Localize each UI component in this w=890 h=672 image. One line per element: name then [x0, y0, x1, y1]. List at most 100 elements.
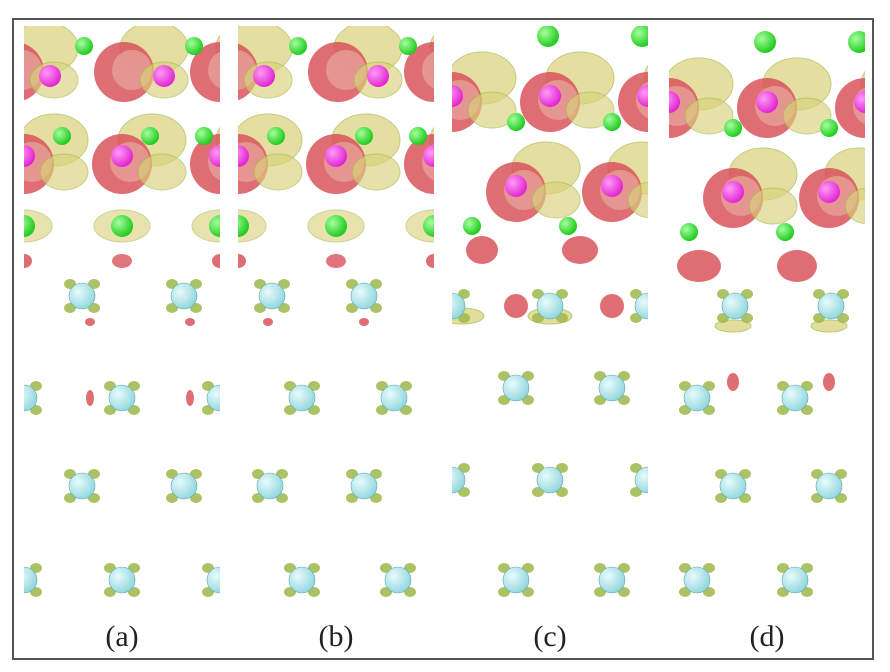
anion-atom: [111, 215, 133, 237]
depletion-isosurface: [466, 236, 498, 264]
substrate-atom: [350, 472, 378, 500]
anion-atom: [24, 215, 35, 237]
panel-b-label: (b): [318, 620, 354, 653]
anion-atom: [631, 26, 648, 47]
cation-atom: [325, 145, 347, 167]
substrate-atom: [781, 566, 809, 594]
cation-atom: [111, 145, 133, 167]
anion-atom: [680, 223, 698, 241]
accumulation-isosurface: [351, 153, 401, 191]
depletion-isosurface: [562, 236, 598, 264]
substrate-atom: [452, 466, 466, 494]
substrate-atom: [502, 566, 530, 594]
accumulation-isosurface: [810, 319, 848, 333]
substrate-atom: [108, 384, 136, 412]
substrate-atom: [536, 466, 564, 494]
substrate-atom: [634, 466, 648, 494]
substrate-atom: [288, 566, 316, 594]
cation-atom: [637, 85, 648, 107]
cation-atom: [39, 65, 61, 87]
cation-atom: [818, 181, 840, 203]
anion-atom: [267, 127, 285, 145]
cation-atom: [367, 65, 389, 87]
substrate-atom: [683, 384, 711, 412]
anion-atom: [185, 37, 203, 55]
panel-b-image: [238, 26, 434, 616]
depletion-isosurface: [186, 390, 194, 406]
depletion-isosurface: [835, 78, 865, 138]
substrate-atom: [536, 292, 564, 320]
anion-atom: [238, 215, 249, 237]
substrate-atom: [206, 566, 220, 594]
cation-atom: [24, 145, 35, 167]
accumulation-isosurface: [39, 153, 89, 191]
panel-d-image: [669, 26, 865, 616]
substrate-atom: [24, 566, 38, 594]
substrate-atom: [350, 282, 378, 310]
substrate-atom: [815, 472, 843, 500]
anion-atom: [195, 127, 213, 145]
substrate-atom: [598, 374, 626, 402]
anion-atom: [559, 217, 577, 235]
substrate-atom: [598, 566, 626, 594]
substrate-atom: [502, 374, 530, 402]
substrate-atom: [170, 472, 198, 500]
cation-atom: [756, 91, 778, 113]
panel-c-image: [452, 26, 648, 616]
depletion-isosurface: [727, 373, 739, 391]
depletion-isosurface: [677, 250, 721, 282]
depletion-isosurface: [24, 254, 32, 268]
substrate-atom: [258, 282, 286, 310]
anion-atom: [409, 127, 427, 145]
accumulation-isosurface: [684, 97, 734, 135]
cation-atom: [153, 65, 175, 87]
anion-atom: [820, 119, 838, 137]
depletion-isosurface: [823, 373, 835, 391]
panel-a-label: (a): [105, 620, 139, 653]
substrate-atom: [721, 292, 749, 320]
charge-density-image: [24, 26, 220, 597]
depletion-isosurface: [426, 254, 434, 268]
cation-atom: [669, 91, 680, 113]
cation-atom: [209, 145, 220, 167]
charge-density-image: [238, 26, 434, 597]
substrate-atom: [817, 292, 845, 320]
substrate-atom: [384, 566, 412, 594]
depletion-isosurface: [86, 390, 94, 406]
cation-atom: [238, 145, 249, 167]
anion-atom: [724, 119, 742, 137]
accumulation-isosurface: [782, 97, 832, 135]
panel-a-image: [24, 26, 220, 616]
charge-density-image: [452, 26, 648, 597]
substrate-atom: [108, 566, 136, 594]
anion-atom: [355, 127, 373, 145]
depletion-isosurface: [422, 51, 434, 89]
cation-atom: [253, 65, 275, 87]
anion-atom: [848, 31, 865, 53]
accumulation-isosurface: [714, 319, 752, 333]
accumulation-isosurface: [748, 187, 798, 225]
anion-atom: [209, 215, 220, 237]
substrate-atom: [683, 566, 711, 594]
substrate-atom: [24, 384, 38, 412]
anion-atom: [507, 113, 525, 131]
depletion-isosurface: [359, 318, 369, 326]
cation-atom: [854, 91, 865, 113]
substrate-atom: [68, 282, 96, 310]
cation-atom: [505, 175, 527, 197]
depletion-isosurface: [618, 72, 648, 132]
depletion-isosurface: [112, 254, 132, 268]
substrate-atom: [206, 384, 220, 412]
anion-atom: [141, 127, 159, 145]
cation-atom: [539, 85, 561, 107]
cation-atom: [722, 181, 744, 203]
figure-frame: (a) (b) (c) (d): [12, 18, 874, 660]
accumulation-isosurface: [253, 153, 303, 191]
accumulation-isosurface: [565, 91, 615, 129]
accumulation-isosurface: [531, 181, 581, 219]
depletion-isosurface: [208, 51, 220, 89]
depletion-isosurface: [600, 294, 624, 318]
substrate-atom: [452, 292, 466, 320]
anion-atom: [537, 26, 559, 47]
substrate-atom: [781, 384, 809, 412]
